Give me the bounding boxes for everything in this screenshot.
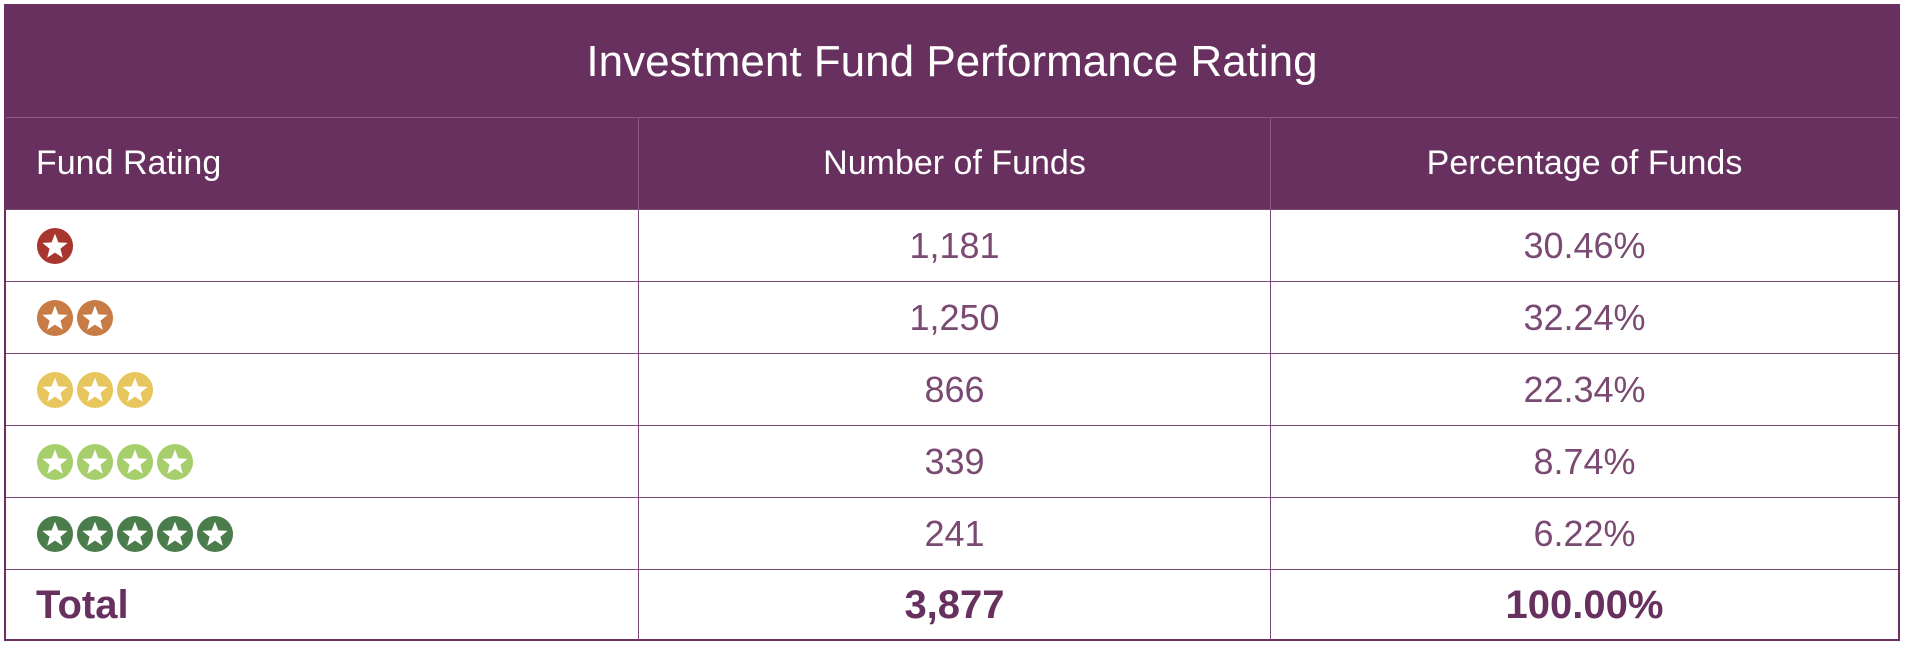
table-row: 1,181 30.46%	[6, 209, 1898, 281]
percent-cell: 32.24%	[1523, 296, 1646, 338]
star-rating	[36, 515, 234, 553]
count-cell: 241	[639, 498, 1271, 569]
star-icon	[36, 443, 74, 480]
star-icon	[36, 371, 74, 408]
star-rating	[36, 443, 194, 481]
rating-cell	[6, 210, 639, 281]
count-cell: 1,181	[639, 210, 1271, 281]
star-icon	[156, 515, 194, 552]
count-cell: 339	[639, 426, 1271, 497]
percent-cell: 6.22%	[1533, 512, 1636, 554]
fund-rating-table: Investment Fund Performance Rating Fund …	[4, 4, 1900, 641]
total-row: Total 3,877 100.00%	[6, 569, 1898, 640]
star-icon	[156, 443, 194, 480]
star-icon	[36, 515, 74, 552]
header-row: Fund Rating Number of Funds Percentage o…	[6, 118, 1898, 209]
count-cell: 1,250	[639, 282, 1271, 353]
total-count: 3,877	[639, 570, 1271, 640]
table-row: 339 8.74%	[6, 425, 1898, 497]
percent-cell: 22.34%	[1523, 368, 1646, 410]
rating-cell	[6, 354, 639, 425]
star-icon	[76, 371, 114, 408]
rating-cell	[6, 426, 639, 497]
star-rating	[36, 371, 154, 409]
star-icon	[36, 299, 74, 336]
table-title: Investment Fund Performance Rating	[6, 6, 1898, 118]
header-fund-rating: Fund Rating	[6, 118, 639, 209]
star-icon	[76, 299, 114, 336]
star-icon	[116, 515, 154, 552]
star-icon	[76, 443, 114, 480]
header-percentage-of-funds: Percentage of Funds	[1426, 144, 1743, 182]
percent-cell: 8.74%	[1533, 440, 1636, 482]
star-rating	[36, 299, 114, 337]
star-icon	[116, 371, 154, 408]
percent-cell: 30.46%	[1523, 224, 1646, 266]
table-row: 866 22.34%	[6, 353, 1898, 425]
rating-cell	[6, 498, 639, 569]
star-rating	[36, 227, 74, 265]
total-percent: 100.00%	[1505, 582, 1664, 627]
rating-cell	[6, 282, 639, 353]
star-icon	[116, 443, 154, 480]
count-cell: 866	[639, 354, 1271, 425]
table-row: 1,250 32.24%	[6, 281, 1898, 353]
table-row: 241 6.22%	[6, 497, 1898, 569]
star-icon	[76, 515, 114, 552]
header-number-of-funds: Number of Funds	[639, 118, 1271, 209]
star-icon	[36, 227, 74, 264]
total-label: Total	[6, 570, 639, 640]
star-icon	[196, 515, 234, 552]
